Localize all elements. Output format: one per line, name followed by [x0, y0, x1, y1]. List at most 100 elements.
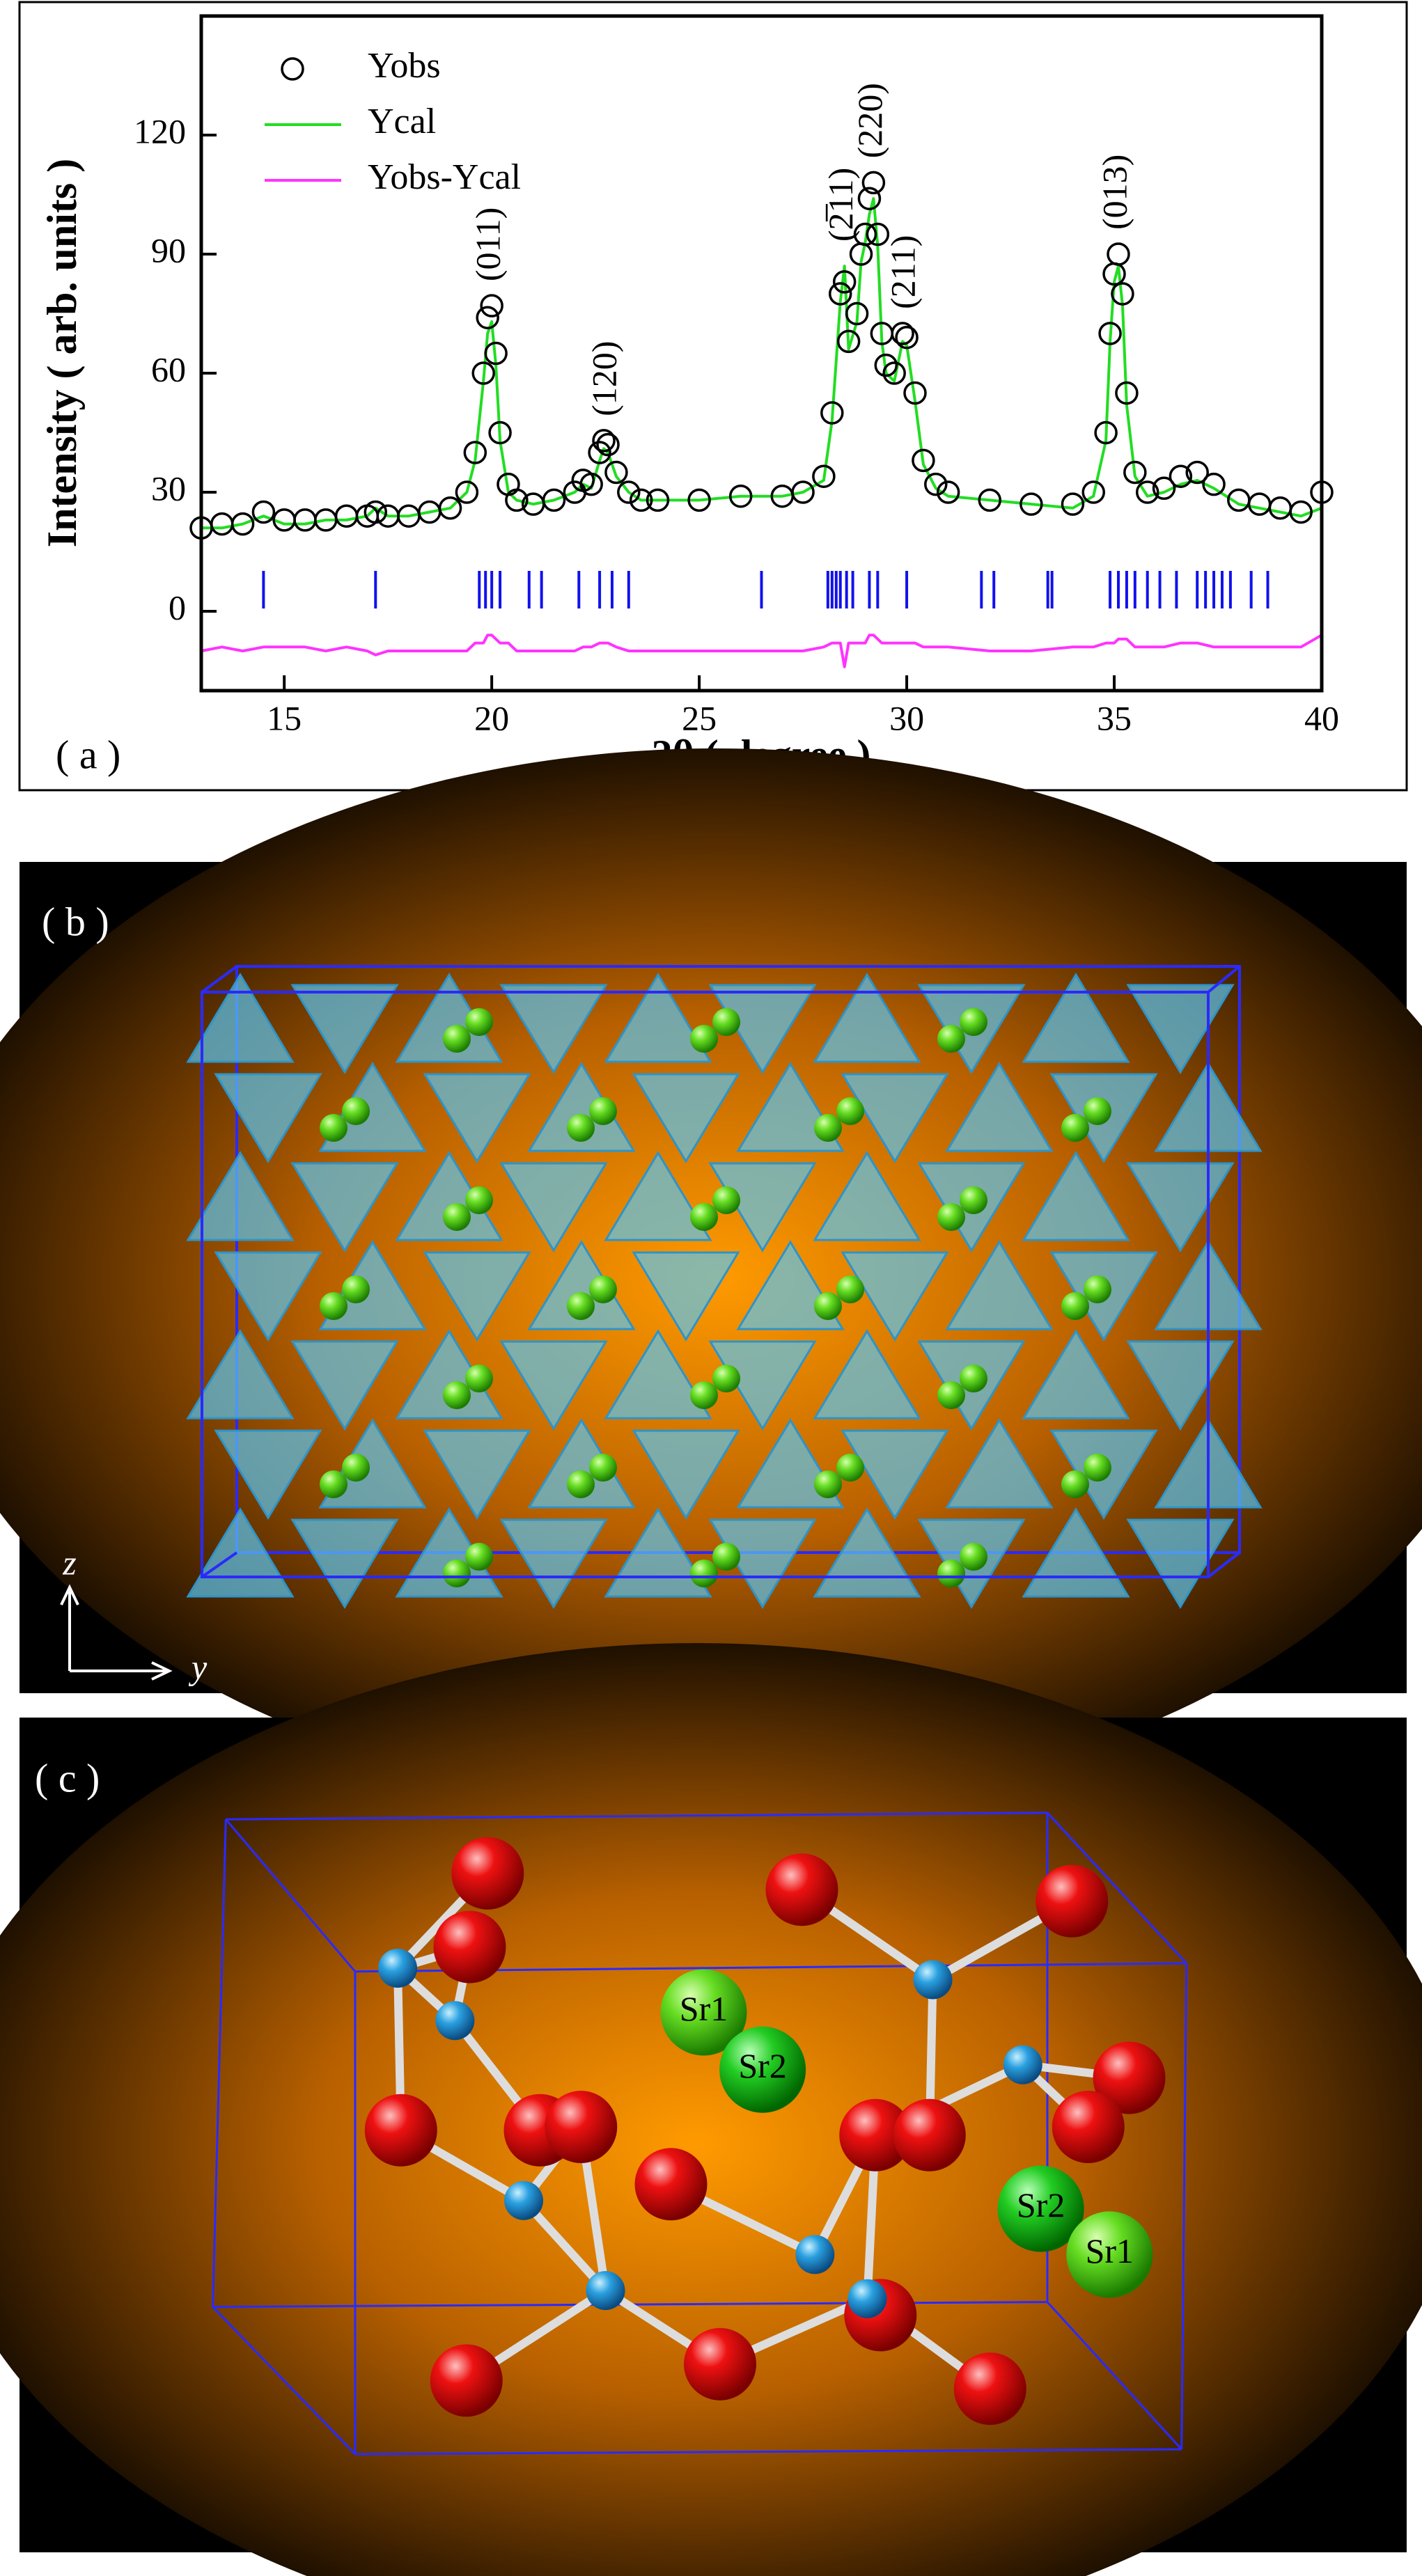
- data-point: [617, 480, 641, 504]
- silicon-atom: [504, 2181, 543, 2220]
- tetrahedron: [813, 1151, 921, 1241]
- oxygen-atom: [1093, 2041, 1166, 2114]
- tetrahedron: [186, 1151, 295, 1241]
- cation: [1061, 1470, 1089, 1498]
- silicon-atom: [847, 2279, 887, 2318]
- unit-cell: Sr1 Sr2 Sr2 Sr1: [212, 1812, 1188, 2456]
- tetrahedron: [499, 1162, 608, 1252]
- tetrahedron: [290, 984, 399, 1074]
- data-point: [936, 480, 960, 504]
- cation: [690, 1381, 718, 1409]
- peak-label: (211): [884, 235, 923, 309]
- data-point: [231, 512, 255, 536]
- x-tick-label: 25: [682, 698, 717, 737]
- data-point: [903, 381, 927, 405]
- data-point: [596, 432, 620, 457]
- data-point: [251, 500, 276, 524]
- tetrahedron: [1126, 1340, 1235, 1431]
- peak-label: (220): [850, 83, 889, 158]
- tetrahedron: [290, 1340, 399, 1431]
- bond: [520, 2197, 609, 2294]
- data-point: [579, 472, 603, 496]
- tetrahedron: [632, 1429, 740, 1520]
- strontium-atom: [660, 1969, 747, 2056]
- cation: [960, 1008, 987, 1036]
- data-point: [1185, 460, 1209, 485]
- peak-label: (013): [1095, 155, 1134, 230]
- data-point: [471, 361, 495, 385]
- tetrahedron: [214, 1429, 322, 1520]
- cell-edge: [354, 2448, 1182, 2456]
- cation: [937, 1203, 965, 1231]
- cation: [960, 1365, 987, 1392]
- cation: [567, 1292, 595, 1320]
- cation: [814, 1114, 842, 1142]
- cation: [712, 1365, 740, 1392]
- cation: [814, 1292, 842, 1320]
- data-point: [455, 480, 479, 504]
- data-point: [629, 488, 653, 512]
- silicon-atom: [586, 2271, 625, 2310]
- data-point: [542, 488, 566, 512]
- panel-label: ( c ): [35, 1755, 100, 1800]
- data-point: [505, 488, 529, 512]
- tetrahedron: [841, 1429, 949, 1520]
- atom-label: Sr1: [1086, 2231, 1134, 2270]
- cell-edge: [212, 1819, 227, 2307]
- data-point: [484, 341, 508, 366]
- panel-label: ( b ): [42, 899, 109, 944]
- tetrahedron: [1022, 1329, 1130, 1420]
- cell-edge: [226, 1812, 1048, 1821]
- tetrahedron: [1022, 973, 1130, 1063]
- tetrahedron: [1126, 984, 1235, 1074]
- data-point: [857, 187, 882, 210]
- panel-label: ( a ): [56, 732, 120, 777]
- silicon-atom: [435, 2001, 475, 2041]
- axis-label: z: [62, 1543, 76, 1582]
- data-point: [646, 488, 670, 512]
- tetrahedron: [813, 1329, 921, 1420]
- cation: [465, 1008, 493, 1036]
- tetrahedron: [1022, 1151, 1130, 1241]
- cation: [712, 1543, 740, 1571]
- data-point: [866, 222, 890, 246]
- y-tick-label: 120: [134, 111, 186, 150]
- data-point: [604, 460, 628, 485]
- peak-label: (2̅11): [821, 168, 860, 242]
- cation: [1084, 1097, 1111, 1125]
- cation: [443, 1203, 471, 1231]
- oxygen-atom: [364, 2094, 437, 2167]
- data-point: [828, 282, 852, 306]
- data-point: [1081, 480, 1105, 504]
- data-point: [1094, 421, 1118, 445]
- cell-edge: [225, 1819, 357, 1972]
- data-point: [1289, 500, 1313, 524]
- data-point: [1123, 460, 1147, 485]
- tetrahedron: [499, 1518, 608, 1609]
- silicon-atom: [378, 1949, 418, 1988]
- data-point: [1135, 480, 1159, 504]
- data-point: [820, 401, 844, 425]
- peak-label: (120): [584, 341, 623, 416]
- tetrahedron: [841, 1073, 949, 1163]
- data-point: [1019, 492, 1043, 516]
- tetrahedron: [423, 1251, 531, 1342]
- y-tick-label: 0: [169, 588, 186, 627]
- series-line: [201, 197, 1322, 530]
- cation: [342, 1275, 370, 1303]
- tetrahedron: [1022, 1507, 1130, 1598]
- strontium-atom: [1066, 2211, 1153, 2298]
- cation: [960, 1186, 987, 1214]
- y-axis-title: Intensity ( arb. units ): [39, 159, 85, 547]
- tetrahedron: [499, 984, 608, 1074]
- data-point: [791, 480, 815, 504]
- data-point: [845, 301, 869, 326]
- data-point: [978, 488, 1002, 512]
- axis-triad: [60, 1584, 173, 1681]
- x-tick-label: 20: [474, 698, 509, 737]
- oxygen-atom: [765, 1853, 838, 1926]
- tetrahedron: [841, 1251, 949, 1342]
- x-tick-label: 35: [1097, 698, 1132, 737]
- cation: [712, 1008, 740, 1036]
- oxygen-atom: [893, 2098, 966, 2171]
